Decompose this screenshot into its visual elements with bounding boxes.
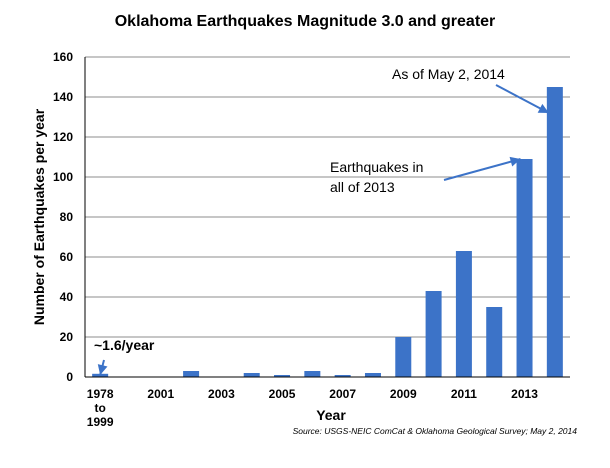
annotation-arrows: [97, 84, 550, 376]
annotation-2013: Earthquakes in all of 2013: [330, 159, 423, 195]
bar: [92, 373, 109, 377]
y-tick-label: 100: [53, 170, 73, 184]
bar: [425, 291, 442, 377]
y-axis-title: Number of Earthquakes per year: [31, 108, 47, 325]
x-tick-label: 2001: [147, 387, 174, 401]
y-tick-label: 80: [60, 210, 74, 224]
bar: [364, 373, 381, 377]
annotation-2013-line2: all of 2013: [330, 179, 395, 195]
bar: [455, 251, 472, 377]
arrow-2014: [495, 84, 550, 114]
bar: [183, 371, 200, 377]
bar: [395, 337, 412, 377]
bar: [304, 371, 321, 377]
arrow-average-rate-head: [97, 364, 108, 375]
y-tick-label: 60: [60, 250, 74, 264]
annotation-2014: As of May 2, 2014: [392, 66, 505, 82]
y-tick-label: 160: [53, 50, 73, 64]
x-tick-label: 2007: [329, 387, 356, 401]
y-tick-label: 0: [66, 370, 73, 384]
bar-series: [92, 87, 563, 377]
x-tick-label: 2009: [390, 387, 417, 401]
x-axis-title: Year: [316, 407, 346, 423]
arrow-average-rate: [97, 359, 108, 376]
x-tick-label: to: [94, 401, 105, 415]
bar: [546, 87, 563, 377]
chart-title: Oklahoma Earthquakes Magnitude 3.0 and g…: [115, 13, 496, 30]
y-tick-label: 120: [53, 130, 73, 144]
bar: [334, 375, 351, 377]
y-tick-label: 40: [60, 290, 74, 304]
x-tick-label: 1999: [87, 415, 114, 429]
x-tick-label: 2005: [269, 387, 296, 401]
x-tick-label: 1978: [87, 387, 114, 401]
y-tick-labels: 0 20 40 60 80 100 120 140 160: [53, 50, 73, 384]
y-tick-label: 140: [53, 90, 73, 104]
bar: [516, 159, 533, 377]
annotation-average-rate: ~1.6/year: [94, 337, 155, 353]
x-tick-label: 2011: [451, 387, 477, 401]
bar: [274, 375, 291, 377]
x-tick-label: 2003: [208, 387, 235, 401]
bar: [486, 307, 503, 377]
arrow-2014-head: [537, 103, 549, 113]
source-note: Source: USGS-NEIC ComCat & Oklahoma Geol…: [293, 426, 578, 436]
axes: [84, 57, 570, 378]
annotation-2013-line1: Earthquakes in: [330, 159, 423, 175]
bar: [243, 373, 260, 377]
arrow-2013-shaft: [443, 158, 521, 181]
gridlines: [85, 56, 570, 338]
x-tick-label: 2013: [511, 387, 538, 401]
arrow-2013: [443, 156, 521, 181]
y-tick-label: 20: [60, 330, 74, 344]
arrow-2013-head: [509, 156, 521, 167]
